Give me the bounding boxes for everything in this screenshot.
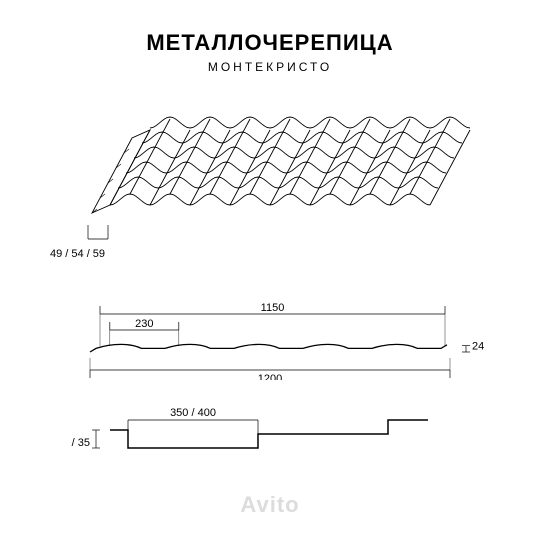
watermark: Avito (240, 492, 299, 518)
svg-text:24: 24 (472, 341, 484, 353)
step-profile-svg: 350 / 400 25 / 30 / 35 (70, 400, 490, 470)
svg-text:350 / 400: 350 / 400 (170, 407, 216, 419)
depth-dimension-label: 49 / 54 / 59 (50, 248, 105, 260)
page-title: МЕТАЛЛОЧЕРЕПИЦА (0, 30, 540, 56)
isometric-svg (80, 100, 500, 250)
page-subtitle: МОНТЕКРИСТО (0, 60, 540, 74)
svg-text:230: 230 (135, 318, 153, 330)
isometric-view (80, 100, 500, 255)
svg-text:1150: 1150 (261, 302, 285, 314)
svg-text:1200: 1200 (258, 373, 282, 380)
step-profile-view: 350 / 400 25 / 30 / 35 (70, 400, 490, 475)
cross-section-svg: 1150 230 1200 24 (70, 300, 490, 380)
svg-text:25 / 30 / 35: 25 / 30 / 35 (70, 437, 90, 449)
cross-section-view: 1150 230 1200 24 (70, 300, 490, 385)
